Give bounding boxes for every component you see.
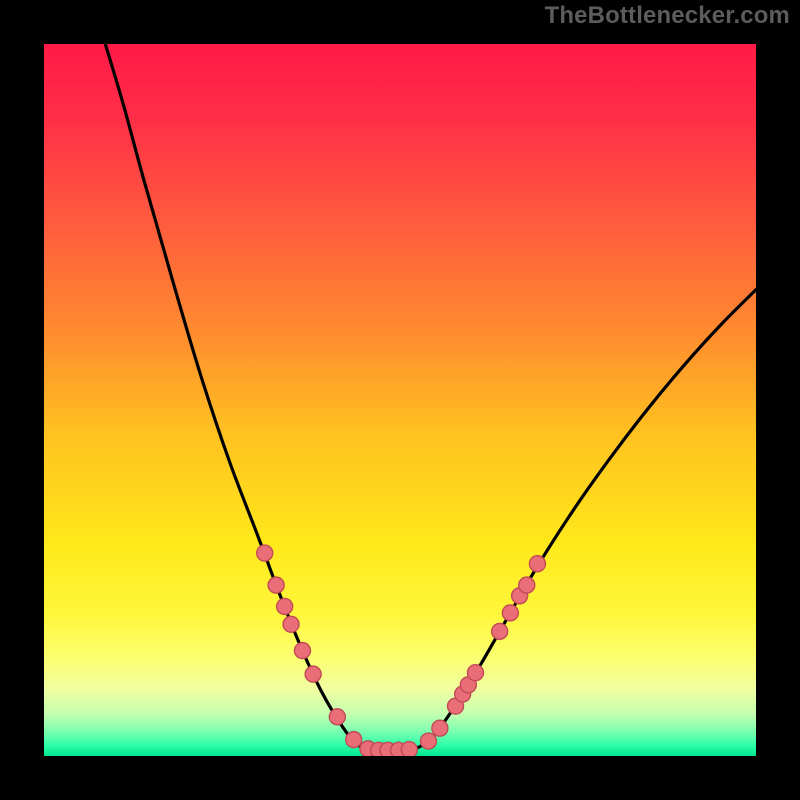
data-marker [467,665,483,681]
data-marker [305,666,321,682]
data-marker [502,605,518,621]
watermark-text: TheBottlenecker.com [545,2,790,30]
data-marker [420,733,436,749]
chart-stage: TheBottlenecker.com [0,0,800,800]
data-marker [529,556,545,572]
data-marker [283,616,299,632]
data-marker [277,598,293,614]
data-marker [492,623,508,639]
data-marker [346,732,362,748]
data-marker [257,545,273,561]
data-marker [432,720,448,736]
gradient-background [44,44,756,756]
data-marker [294,643,310,659]
chart-svg [0,0,800,800]
data-marker [268,577,284,593]
data-marker [519,577,535,593]
data-marker [329,709,345,725]
data-marker [401,742,417,758]
